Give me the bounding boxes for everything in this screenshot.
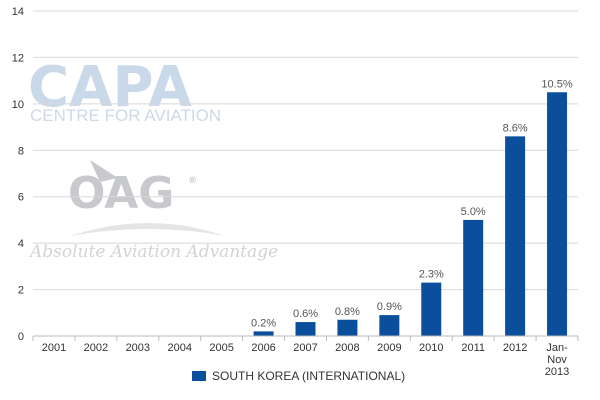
data-label: 0.9% [377, 301, 402, 313]
gridlines [33, 10, 578, 291]
oag-tagline-watermark: Absolute Aviation Advantage [28, 242, 278, 262]
capa-tagline-watermark: CENTRE FOR AVIATION [30, 106, 221, 125]
oag-underline-swoosh-icon [70, 223, 225, 236]
data-label: 0.6% [293, 308, 318, 320]
x-tick-label: 2008 [335, 342, 359, 354]
bar [421, 282, 442, 336]
x-tick-label: 2002 [84, 342, 108, 354]
bar [295, 322, 316, 336]
x-tick-label: 2010 [419, 342, 443, 354]
oag-swoosh-icon [90, 160, 118, 182]
x-tick-label: 2006 [251, 342, 275, 354]
x-tick-label: Jan-Nov 2013 [545, 342, 569, 378]
x-tick-label: 2005 [209, 342, 233, 354]
data-label: 0.8% [335, 306, 360, 318]
capa-logo-watermark: CAPA [28, 55, 192, 120]
y-tick-label: 4 [18, 238, 24, 250]
y-tick-label: 2 [18, 285, 24, 297]
data-label: 0.2% [251, 317, 276, 329]
x-tick-label: 2007 [293, 342, 317, 354]
y-tick-label: 6 [18, 192, 24, 204]
bar [253, 331, 274, 336]
x-tick-label: 2003 [126, 342, 150, 354]
data-label: 10.5% [541, 78, 572, 90]
x-tick-label: 2001 [42, 342, 66, 354]
legend-label: SOUTH KOREA (INTERNATIONAL) [212, 369, 406, 383]
data-labels: 0.2% 0.6% 0.8% 0.9% 2.3% 5.0% 8.6% 10.5% [251, 78, 573, 329]
bar [547, 92, 568, 336]
data-label: 5.0% [461, 206, 486, 218]
x-tick-label: 2004 [167, 342, 191, 354]
data-label: 2.3% [419, 269, 444, 281]
bars [253, 92, 568, 336]
oag-logo-watermark: OAG [68, 168, 174, 219]
x-tick-label: 2009 [377, 342, 401, 354]
y-tick-label: 14 [12, 6, 24, 18]
x-tick-label: 2012 [503, 342, 527, 354]
y-tick-label: 8 [18, 145, 24, 157]
watermark: CAPA CENTRE FOR AVIATION OAG ® Absolute … [28, 55, 278, 262]
bar [379, 315, 400, 336]
data-label: 8.6% [503, 122, 528, 134]
legend: SOUTH KOREA (INTERNATIONAL) [192, 369, 405, 383]
legend-swatch [192, 371, 206, 381]
bar [505, 136, 526, 336]
oag-registered-mark: ® [188, 176, 197, 186]
x-tick-label: 2011 [461, 342, 485, 354]
y-tick-label: 0 [18, 331, 24, 343]
x-axis: 2001 2002 2003 2004 2005 2006 2007 2008 2009 2010… [32, 335, 579, 378]
bar [337, 319, 358, 336]
y-tick-label: 12 [12, 52, 24, 64]
y-tick-label: 10 [12, 99, 24, 111]
y-axis: 0 2 4 6 8 10 12 14 [12, 6, 24, 343]
bar [463, 219, 484, 336]
